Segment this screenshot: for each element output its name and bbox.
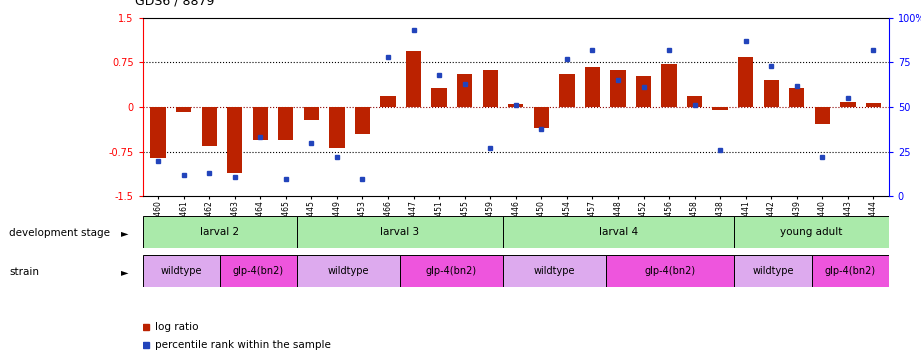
Bar: [661, 64, 677, 107]
Bar: [457, 74, 472, 107]
Bar: [297, 255, 400, 287]
Bar: [789, 88, 804, 107]
Bar: [220, 255, 297, 287]
Text: wildtype: wildtype: [328, 266, 369, 276]
Bar: [738, 56, 753, 107]
Bar: [330, 107, 344, 147]
Text: percentile rank within the sample: percentile rank within the sample: [155, 340, 331, 350]
Bar: [150, 107, 166, 158]
Bar: [734, 216, 889, 248]
Text: strain: strain: [9, 267, 40, 277]
Bar: [611, 70, 625, 107]
Bar: [503, 216, 734, 248]
Text: larval 4: larval 4: [599, 227, 638, 237]
Bar: [202, 107, 216, 146]
Text: young adult: young adult: [780, 227, 843, 237]
Text: larval 3: larval 3: [380, 227, 420, 237]
Text: glp-4(bn2): glp-4(bn2): [645, 266, 695, 276]
Text: GDS6 / 8879: GDS6 / 8879: [135, 0, 215, 7]
Text: glp-4(bn2): glp-4(bn2): [824, 266, 876, 276]
Text: wildtype: wildtype: [160, 266, 202, 276]
Bar: [252, 107, 268, 140]
Text: glp-4(bn2): glp-4(bn2): [233, 266, 284, 276]
Bar: [227, 107, 242, 172]
Text: wildtype: wildtype: [533, 266, 575, 276]
Bar: [431, 88, 447, 107]
Bar: [143, 255, 220, 287]
Bar: [815, 107, 830, 124]
Bar: [713, 107, 728, 110]
Text: larval 2: larval 2: [201, 227, 239, 237]
Bar: [483, 70, 498, 107]
Bar: [380, 96, 396, 107]
Bar: [606, 255, 734, 287]
Text: development stage: development stage: [9, 228, 111, 238]
Bar: [866, 103, 881, 107]
Bar: [533, 107, 549, 128]
Bar: [508, 104, 523, 107]
Bar: [559, 74, 575, 107]
Text: log ratio: log ratio: [155, 322, 198, 332]
Bar: [811, 255, 889, 287]
Text: ►: ►: [121, 267, 128, 277]
Bar: [585, 67, 600, 107]
Bar: [840, 102, 856, 107]
Bar: [406, 51, 421, 107]
Bar: [278, 107, 294, 140]
Bar: [764, 80, 779, 107]
Bar: [304, 107, 319, 120]
Bar: [503, 255, 606, 287]
Text: wildtype: wildtype: [752, 266, 794, 276]
Bar: [143, 216, 297, 248]
Text: ►: ►: [121, 228, 128, 238]
Text: glp-4(bn2): glp-4(bn2): [426, 266, 477, 276]
Bar: [355, 107, 370, 134]
Bar: [176, 107, 192, 112]
Bar: [687, 96, 703, 107]
Bar: [635, 76, 651, 107]
Bar: [734, 255, 811, 287]
Bar: [297, 216, 503, 248]
Bar: [400, 255, 503, 287]
